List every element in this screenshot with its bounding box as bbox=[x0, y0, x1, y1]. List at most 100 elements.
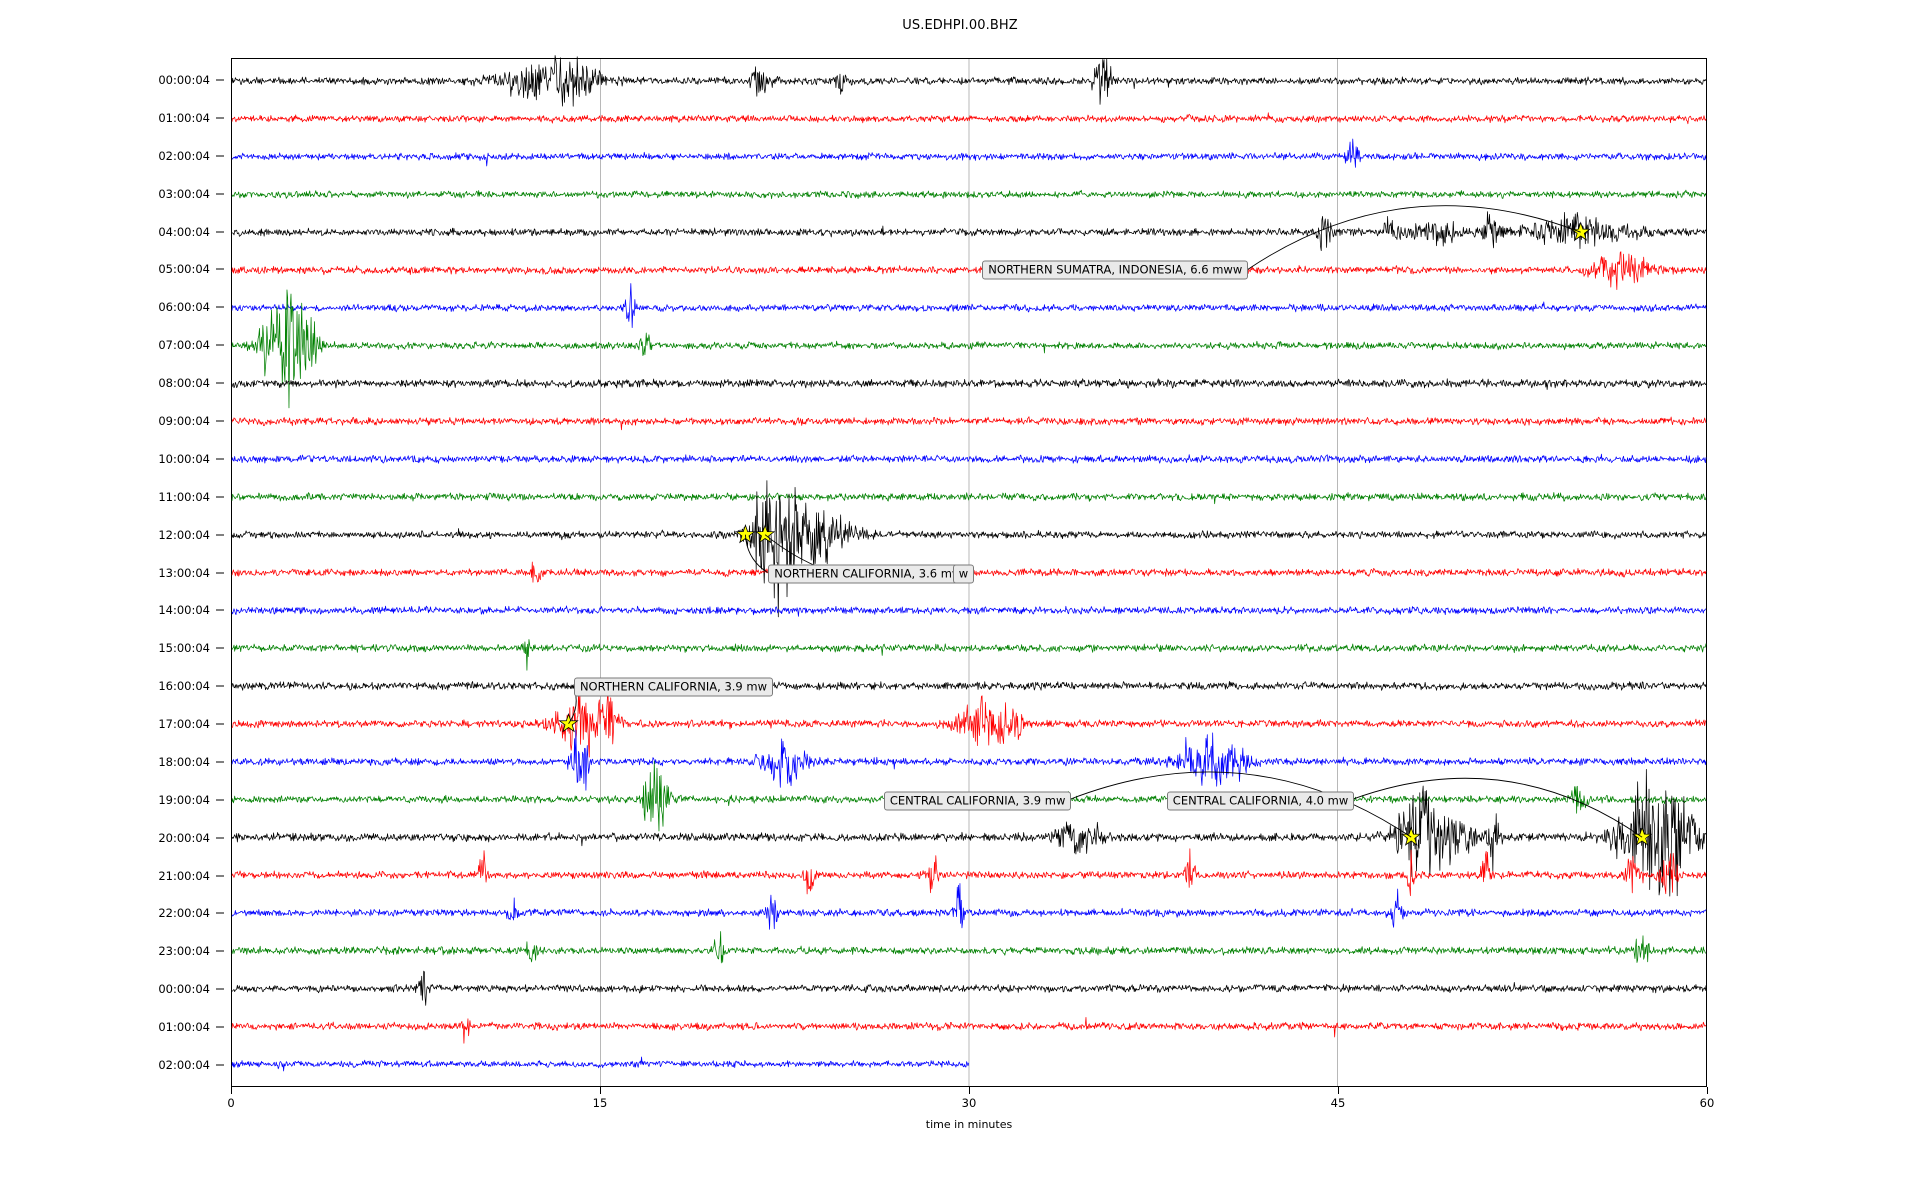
y-tick-label: 01:00:04 bbox=[158, 110, 210, 125]
y-tick-mark bbox=[216, 761, 224, 763]
y-tick-label: 11:00:04 bbox=[158, 489, 210, 504]
y-tick-mark bbox=[216, 1064, 224, 1066]
seismic-trace bbox=[231, 480, 1707, 618]
star-marker-ncal-36-b bbox=[754, 523, 776, 544]
y-tick-mark bbox=[216, 344, 224, 346]
seismic-trace bbox=[231, 138, 1707, 168]
y-tick-label: 20:00:04 bbox=[158, 830, 210, 845]
seismic-trace bbox=[231, 729, 1707, 791]
seismic-trace bbox=[231, 769, 1707, 897]
seismic-trace bbox=[231, 680, 1707, 691]
y-tick-label: 21:00:04 bbox=[158, 868, 210, 883]
event-annotation-label: NORTHERN CALIFORNIA, 3.9 mw bbox=[573, 677, 774, 697]
x-tick-mark bbox=[969, 1087, 970, 1094]
y-tick-label: 00:00:04 bbox=[158, 73, 210, 87]
y-tick-mark bbox=[216, 193, 224, 195]
y-tick-label: 04:00:04 bbox=[158, 224, 210, 239]
y-tick-mark bbox=[216, 609, 224, 611]
y-tick-label: 02:00:04 bbox=[158, 1058, 210, 1072]
x-tick-label: 0 bbox=[227, 1096, 235, 1110]
seismic-trace bbox=[231, 639, 1707, 671]
event-annotation-label: CENTRAL CALIFORNIA, 3.9 mw bbox=[883, 791, 1072, 811]
y-tick-label: 03:00:04 bbox=[158, 186, 210, 201]
y-tick-mark bbox=[216, 950, 224, 952]
seismic-trace bbox=[231, 689, 1707, 758]
y-tick-mark bbox=[216, 647, 224, 649]
y-tick-label: 12:00:04 bbox=[158, 527, 210, 542]
x-tick-mark bbox=[600, 1087, 601, 1094]
y-tick-mark bbox=[216, 155, 224, 157]
y-tick-label: 09:00:04 bbox=[158, 413, 210, 428]
seismic-trace bbox=[231, 605, 1707, 617]
event-annotation-label: NORTHERN CALIFORNIA, 3.6 mw bbox=[768, 563, 968, 584]
y-tick-mark bbox=[216, 382, 224, 384]
event-annotation-label: NORTHERN SUMATRA, INDONESIA, 6.6 mww bbox=[982, 260, 1249, 280]
y-tick-label: 23:00:04 bbox=[158, 944, 210, 959]
y-tick-mark bbox=[216, 79, 224, 81]
y-tick-mark bbox=[216, 799, 224, 801]
seismic-trace bbox=[231, 378, 1707, 390]
x-axis-labels: 0 15 30 45 60 bbox=[227, 1087, 1714, 1117]
seismic-trace bbox=[231, 55, 1707, 107]
y-axis-labels: 00:00:04 01:00:04 02:00:04 03:00:04 04:00:04… bbox=[0, 58, 224, 1087]
seismic-trace bbox=[231, 492, 1707, 505]
event-annotation-label: w bbox=[952, 563, 975, 584]
seismic-trace bbox=[231, 1056, 970, 1072]
y-tick-mark bbox=[216, 572, 224, 573]
star-marker-ccal-40 bbox=[1631, 826, 1653, 846]
y-tick-label: 08:00:04 bbox=[158, 376, 210, 391]
x-axis-title: time in minutes bbox=[925, 1118, 1013, 1131]
x-tick-label: 60 bbox=[1699, 1096, 1715, 1110]
y-tick-label: 18:00:04 bbox=[158, 754, 210, 769]
page-title: US.EDHPI.00.BHZ bbox=[902, 18, 1018, 33]
y-tick-label: 05:00:04 bbox=[158, 262, 210, 277]
seismic-trace bbox=[231, 283, 1707, 328]
y-tick-label: 10:00:04 bbox=[158, 451, 210, 466]
seismic-trace bbox=[231, 211, 1707, 252]
y-tick-mark bbox=[216, 306, 224, 308]
y-tick-label: 02:00:04 bbox=[158, 148, 210, 163]
x-tick-mark bbox=[231, 1087, 232, 1094]
y-tick-label: 16:00:04 bbox=[158, 679, 210, 694]
y-tick-label: 06:00:04 bbox=[158, 300, 210, 315]
seismic-trace bbox=[231, 112, 1707, 125]
y-tick-label: 07:00:04 bbox=[158, 338, 210, 353]
x-tick-label: 15 bbox=[592, 1096, 608, 1110]
y-tick-label: 17:00:04 bbox=[158, 717, 210, 732]
annotation-leader-line bbox=[1246, 205, 1581, 271]
annotation-leader-line bbox=[744, 534, 768, 573]
y-tick-label: 22:00:04 bbox=[158, 906, 210, 921]
seismic-trace bbox=[231, 1017, 1707, 1044]
y-tick-label: 13:00:04 bbox=[158, 565, 210, 580]
seismic-trace bbox=[231, 289, 1707, 409]
annotation-leader-line bbox=[1069, 771, 1412, 838]
seismic-trace bbox=[231, 189, 1707, 200]
x-tick-label: 30 bbox=[961, 1096, 977, 1110]
seismic-trace bbox=[231, 848, 1707, 897]
y-tick-mark bbox=[216, 723, 224, 725]
seismic-trace bbox=[231, 931, 1707, 964]
star-marker-ncal-39 bbox=[558, 713, 579, 733]
star-marker-ccal-39 bbox=[1401, 826, 1422, 846]
seismic-trace bbox=[231, 453, 1707, 464]
x-tick-mark bbox=[1338, 1087, 1339, 1094]
y-tick-mark bbox=[216, 268, 224, 270]
y-tick-mark bbox=[216, 875, 224, 877]
y-tick-mark bbox=[216, 420, 224, 422]
plot-axes: NORTHERN SUMATRA, INDONESIA, 6.6 mww NORT… bbox=[231, 55, 1707, 1087]
y-tick-mark bbox=[216, 988, 224, 990]
x-tick-mark bbox=[1707, 1087, 1708, 1094]
seismic-trace bbox=[231, 883, 1707, 930]
y-tick-mark bbox=[216, 685, 224, 687]
seismic-trace bbox=[231, 970, 1707, 1006]
trace-layer bbox=[231, 55, 1707, 1072]
y-tick-label: 00:00:04 bbox=[158, 982, 210, 997]
annotation-leader-line bbox=[1352, 777, 1643, 838]
y-tick-mark bbox=[216, 458, 224, 460]
y-tick-mark bbox=[216, 117, 224, 119]
seismic-trace bbox=[231, 251, 1707, 290]
y-tick-mark bbox=[216, 837, 224, 839]
event-annotation-label: CENTRAL CALIFORNIA, 4.0 mw bbox=[1166, 791, 1355, 811]
y-tick-mark bbox=[216, 231, 224, 233]
